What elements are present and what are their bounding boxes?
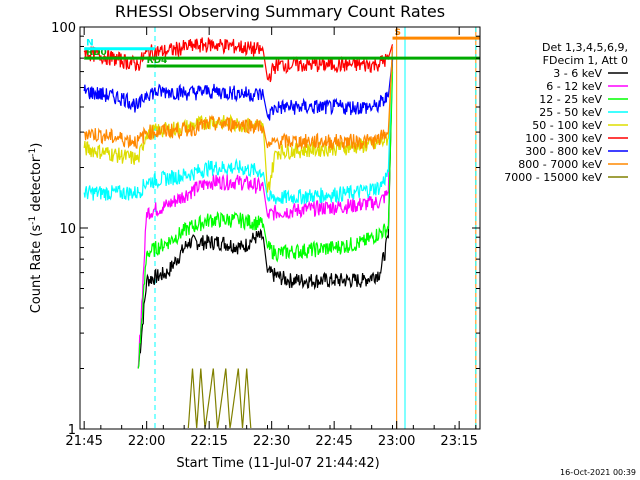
y-tick-label-1: 10 <box>59 222 76 237</box>
y-axis-label-middle: detector <box>29 156 44 216</box>
legend-label-4: 50 - 100 keV <box>532 119 602 132</box>
y-axis-label: Count Rate (s-1 detector-1) <box>28 143 44 314</box>
y-axis-label-exponent-2: -1 <box>28 148 38 157</box>
series-0 <box>137 58 394 369</box>
y-tick-label-0: 1 <box>68 423 76 438</box>
legend-label-6: 300 - 800 keV <box>525 145 602 158</box>
series-7 <box>83 46 394 151</box>
vertical-markers <box>154 27 477 429</box>
y-axis-label-exponent-1: -1 <box>28 216 38 225</box>
series-5 <box>83 37 394 83</box>
legend-label-7: 800 - 7000 keV <box>518 158 602 171</box>
series-line-6 <box>83 58 394 121</box>
series-line-3 <box>83 52 394 205</box>
x-tick-label-0: 21:45 <box>65 434 102 449</box>
x-tick-label-3: 22:30 <box>253 434 290 449</box>
series-3 <box>83 52 394 205</box>
legend-label-0: 3 - 6 keV <box>553 67 602 80</box>
y-axis-label-prefix: Count Rate (s <box>29 225 44 314</box>
flag-label-3: S <box>395 28 401 38</box>
flag-bars: RD0 RD4 N S <box>84 28 480 68</box>
flag-label-2: N <box>86 39 94 49</box>
x-tick-label-5: 23:00 <box>378 434 415 449</box>
legend: Det 1,3,4,5,6,9,FDecim 1, Att 03 - 6 keV… <box>504 41 628 184</box>
legend-header-0: Det 1,3,4,5,6,9, <box>542 41 628 54</box>
chart-title: RHESSI Observing Summary Count Rates <box>115 2 445 21</box>
y-axis-label-end: ) <box>29 143 44 148</box>
legend-label-2: 12 - 25 keV <box>539 93 602 106</box>
series-line-8 <box>187 368 252 429</box>
series-layer <box>83 37 394 429</box>
axis-ticks: 21:45 22:00 22:15 22:30 22:45 23:00 23:15 1 10 10… <box>51 21 480 449</box>
series-line-0 <box>137 58 394 369</box>
legend-label-3: 25 - 50 keV <box>539 106 602 119</box>
x-tick-label-6: 23:15 <box>440 434 477 449</box>
series-2 <box>137 71 394 369</box>
series-line-5 <box>83 37 394 83</box>
x-tick-label-2: 22:15 <box>190 434 227 449</box>
series-line-7 <box>83 46 394 151</box>
x-tick-label-4: 22:45 <box>315 434 352 449</box>
plot-frame <box>79 26 481 430</box>
series-line-1 <box>137 46 394 369</box>
legend-header-1: FDecim 1, Att 0 <box>543 54 628 67</box>
series-6 <box>83 58 394 121</box>
x-tick-label-1: 22:00 <box>128 434 165 449</box>
series-line-2 <box>137 71 394 369</box>
flag-label-0: RD0 <box>86 48 107 58</box>
series-8 <box>187 368 252 429</box>
legend-label-8: 7000 - 15000 keV <box>504 171 602 184</box>
legend-label-1: 6 - 12 keV <box>546 80 602 93</box>
series-1 <box>137 46 394 369</box>
timestamp: 16-Oct-2021 00:39 <box>560 468 636 477</box>
x-axis-label: Start Time (11-Jul-07 21:44:42) <box>176 456 379 471</box>
flag-label-1: RD4 <box>147 56 168 66</box>
y-tick-label-2: 100 <box>51 21 76 36</box>
legend-label-5: 100 - 300 keV <box>525 132 602 145</box>
